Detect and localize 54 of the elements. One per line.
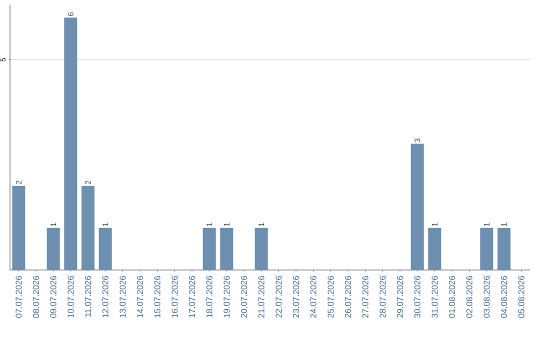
data-label: 1 (224, 222, 230, 226)
bar (64, 18, 78, 270)
x-tick-label: 14.07.2026 (137, 276, 144, 318)
x-tick-label: 08.07.2026 (33, 276, 40, 318)
x-tick-label: 22.07.2026 (276, 276, 282, 318)
x-tick-label: 21.07.2026 (258, 276, 264, 318)
x-tick-label: 28.07.2026 (380, 276, 386, 318)
data-label: 6 (68, 12, 74, 16)
bar (480, 228, 494, 270)
x-tick-label: 17.07.2026 (189, 276, 196, 318)
bar (98, 228, 112, 270)
x-tick-label: 24.07.2026 (310, 276, 316, 318)
data-label: 1 (484, 222, 490, 226)
data-label: 1 (432, 222, 438, 226)
bar (498, 228, 511, 270)
x-tick-label: 26.07.2026 (345, 276, 352, 318)
data-label: 1 (102, 222, 108, 226)
x-tick-label: 20.07.2026 (241, 276, 248, 318)
x-tick-label: 30.07.2026 (414, 276, 420, 318)
x-tick-label: 18.07.2026 (206, 276, 212, 318)
x-tick-label: 13.07.2026 (120, 276, 126, 318)
bar (12, 186, 26, 270)
data-label: 2 (85, 180, 91, 184)
data-label: 3 (414, 138, 420, 142)
data-label: 2 (16, 180, 22, 184)
x-tick-label: 03.08.2026 (484, 276, 490, 318)
x-tick-label: 31.07.2026 (432, 276, 438, 318)
data-label: 1 (50, 222, 56, 226)
x-tick-label: 01.08.2026 (449, 276, 456, 318)
x-tick-label: 09.07.2026 (50, 276, 56, 318)
x-tick-label: 23.07.2026 (293, 276, 300, 318)
x-tick-label: 15.07.2026 (154, 276, 160, 318)
x-tick-label: 10.07.2026 (68, 276, 74, 318)
data-label: 1 (258, 222, 264, 226)
x-tick-label: 12.07.2026 (102, 276, 108, 318)
x-tick-label: 29.07.2026 (397, 276, 404, 318)
x-tick-label: 16.07.2026 (172, 276, 178, 318)
bar (82, 186, 95, 270)
x-tick-label: 05.08.2026 (518, 276, 524, 318)
bar (254, 228, 268, 270)
x-tick-label: 11.07.2026 (85, 276, 92, 317)
data-label: 1 (501, 222, 507, 226)
x-tick-label: 04.08.2026 (501, 276, 508, 318)
x-tick-label: 07.07.2026 (16, 276, 22, 318)
bar (428, 228, 442, 270)
x-tick-label: 27.07.2026 (362, 276, 368, 318)
x-tick-label: 02.08.2026 (466, 276, 472, 318)
bar (46, 228, 60, 270)
x-tick-label: 19.07.2026 (224, 276, 230, 318)
data-label: 1 (206, 222, 212, 226)
x-tick-label: 25.07.2026 (328, 276, 334, 318)
bar (410, 144, 424, 270)
bar (202, 228, 216, 270)
bar (220, 228, 234, 270)
